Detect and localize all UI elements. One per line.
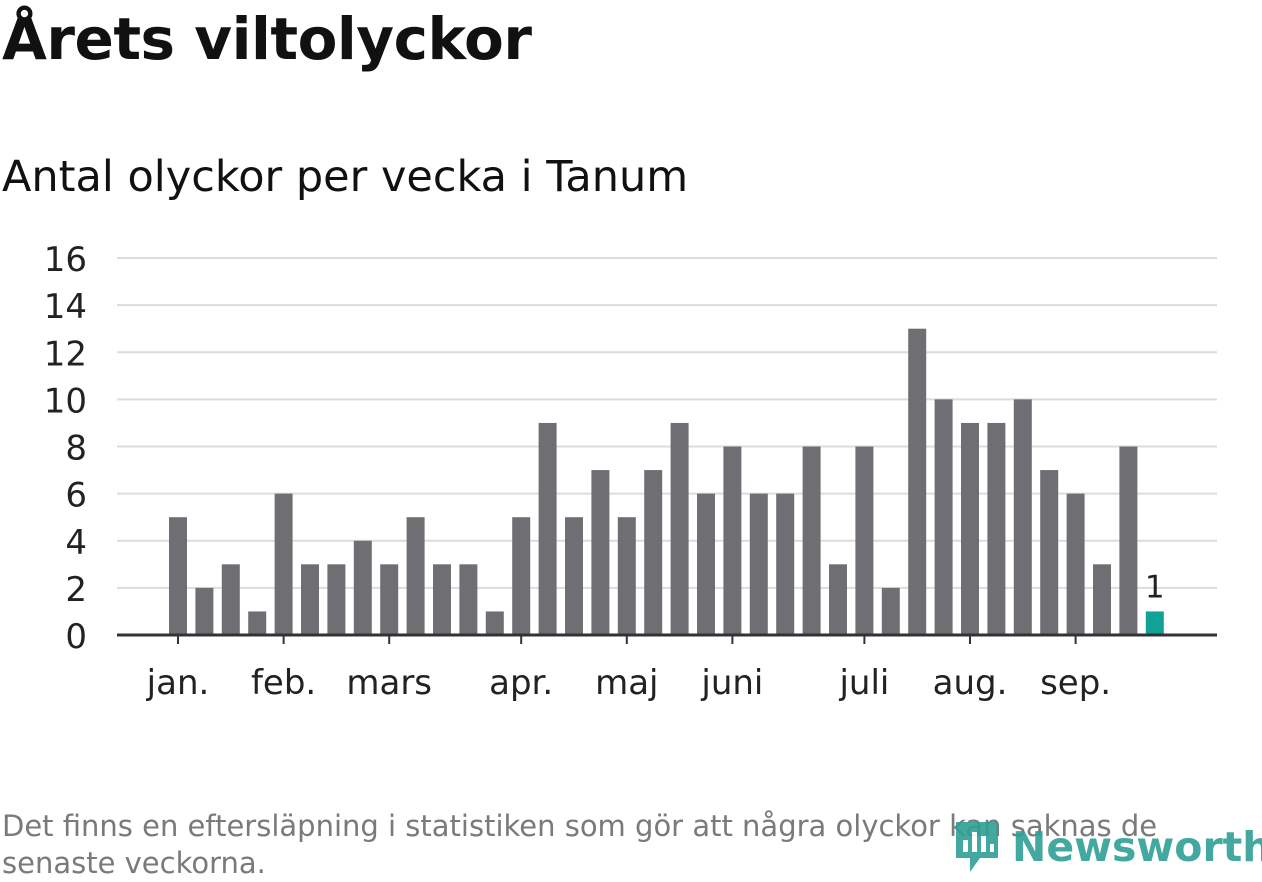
y-tick-label: 16	[44, 240, 87, 280]
bar	[221, 564, 240, 635]
y-tick-label: 14	[44, 287, 87, 327]
bar	[380, 564, 399, 635]
bar	[644, 470, 663, 635]
x-tick-label: aug.	[933, 663, 1008, 703]
x-tick-label: sep.	[1040, 663, 1111, 703]
bar	[1119, 446, 1138, 635]
bar	[1093, 564, 1111, 635]
bar	[617, 517, 636, 635]
x-tick-label: mars	[346, 663, 432, 703]
bar	[670, 422, 689, 635]
bar	[353, 540, 372, 635]
chart-subtitle: Antal olyckor per vecka i Tanum	[2, 152, 689, 202]
bar	[301, 564, 319, 635]
bar	[248, 611, 267, 635]
y-tick-label: 12	[44, 334, 87, 374]
bar	[169, 517, 187, 635]
bar	[459, 564, 478, 635]
bar	[987, 422, 1006, 635]
x-tick-label: jan.	[146, 663, 210, 703]
y-tick-label: 0	[65, 617, 87, 657]
y-tick-label: 10	[44, 381, 87, 421]
bar	[908, 328, 927, 635]
bar	[855, 446, 874, 635]
bar	[961, 422, 979, 635]
bar	[485, 611, 504, 635]
newsworthy-logo: Newsworthy	[952, 818, 1262, 876]
bar-data-label: 1	[1145, 569, 1165, 605]
x-tick-label: juli	[838, 663, 889, 703]
x-tick-label: apr.	[489, 663, 553, 703]
bar	[881, 587, 900, 635]
bar	[327, 564, 346, 635]
bar	[829, 564, 847, 635]
y-tick-label: 4	[65, 523, 87, 563]
bar	[1066, 493, 1085, 635]
x-tick-label: maj	[595, 663, 658, 703]
bar	[565, 517, 583, 635]
bar	[538, 422, 557, 635]
bar	[512, 517, 531, 635]
y-tick-label: 2	[65, 570, 87, 610]
x-tick-label: feb.	[251, 663, 316, 703]
bar	[1040, 470, 1059, 635]
bar	[802, 446, 821, 635]
bar	[591, 470, 610, 635]
bar	[934, 399, 953, 635]
x-tick-label: juni	[700, 663, 763, 703]
bar	[406, 517, 425, 635]
y-tick-label: 8	[65, 429, 87, 469]
y-tick-label: 6	[65, 476, 87, 516]
newsworthy-logo-text: Newsworthy	[1012, 823, 1262, 871]
bar	[697, 493, 715, 635]
bar-highlight	[1145, 611, 1164, 635]
bar	[776, 493, 795, 635]
bar	[723, 446, 742, 635]
bar	[433, 564, 451, 635]
bar	[195, 587, 214, 635]
bar	[1013, 399, 1032, 635]
chart-title: Årets viltolyckor	[2, 5, 532, 73]
bar	[749, 493, 768, 635]
newsworthy-logo-icon	[956, 822, 998, 872]
bar-chart: 0 2 4 6 8 10 12 14 16 1 jan. feb. mars apr. maj juni jul…	[44, 240, 1217, 703]
bar	[274, 493, 293, 635]
